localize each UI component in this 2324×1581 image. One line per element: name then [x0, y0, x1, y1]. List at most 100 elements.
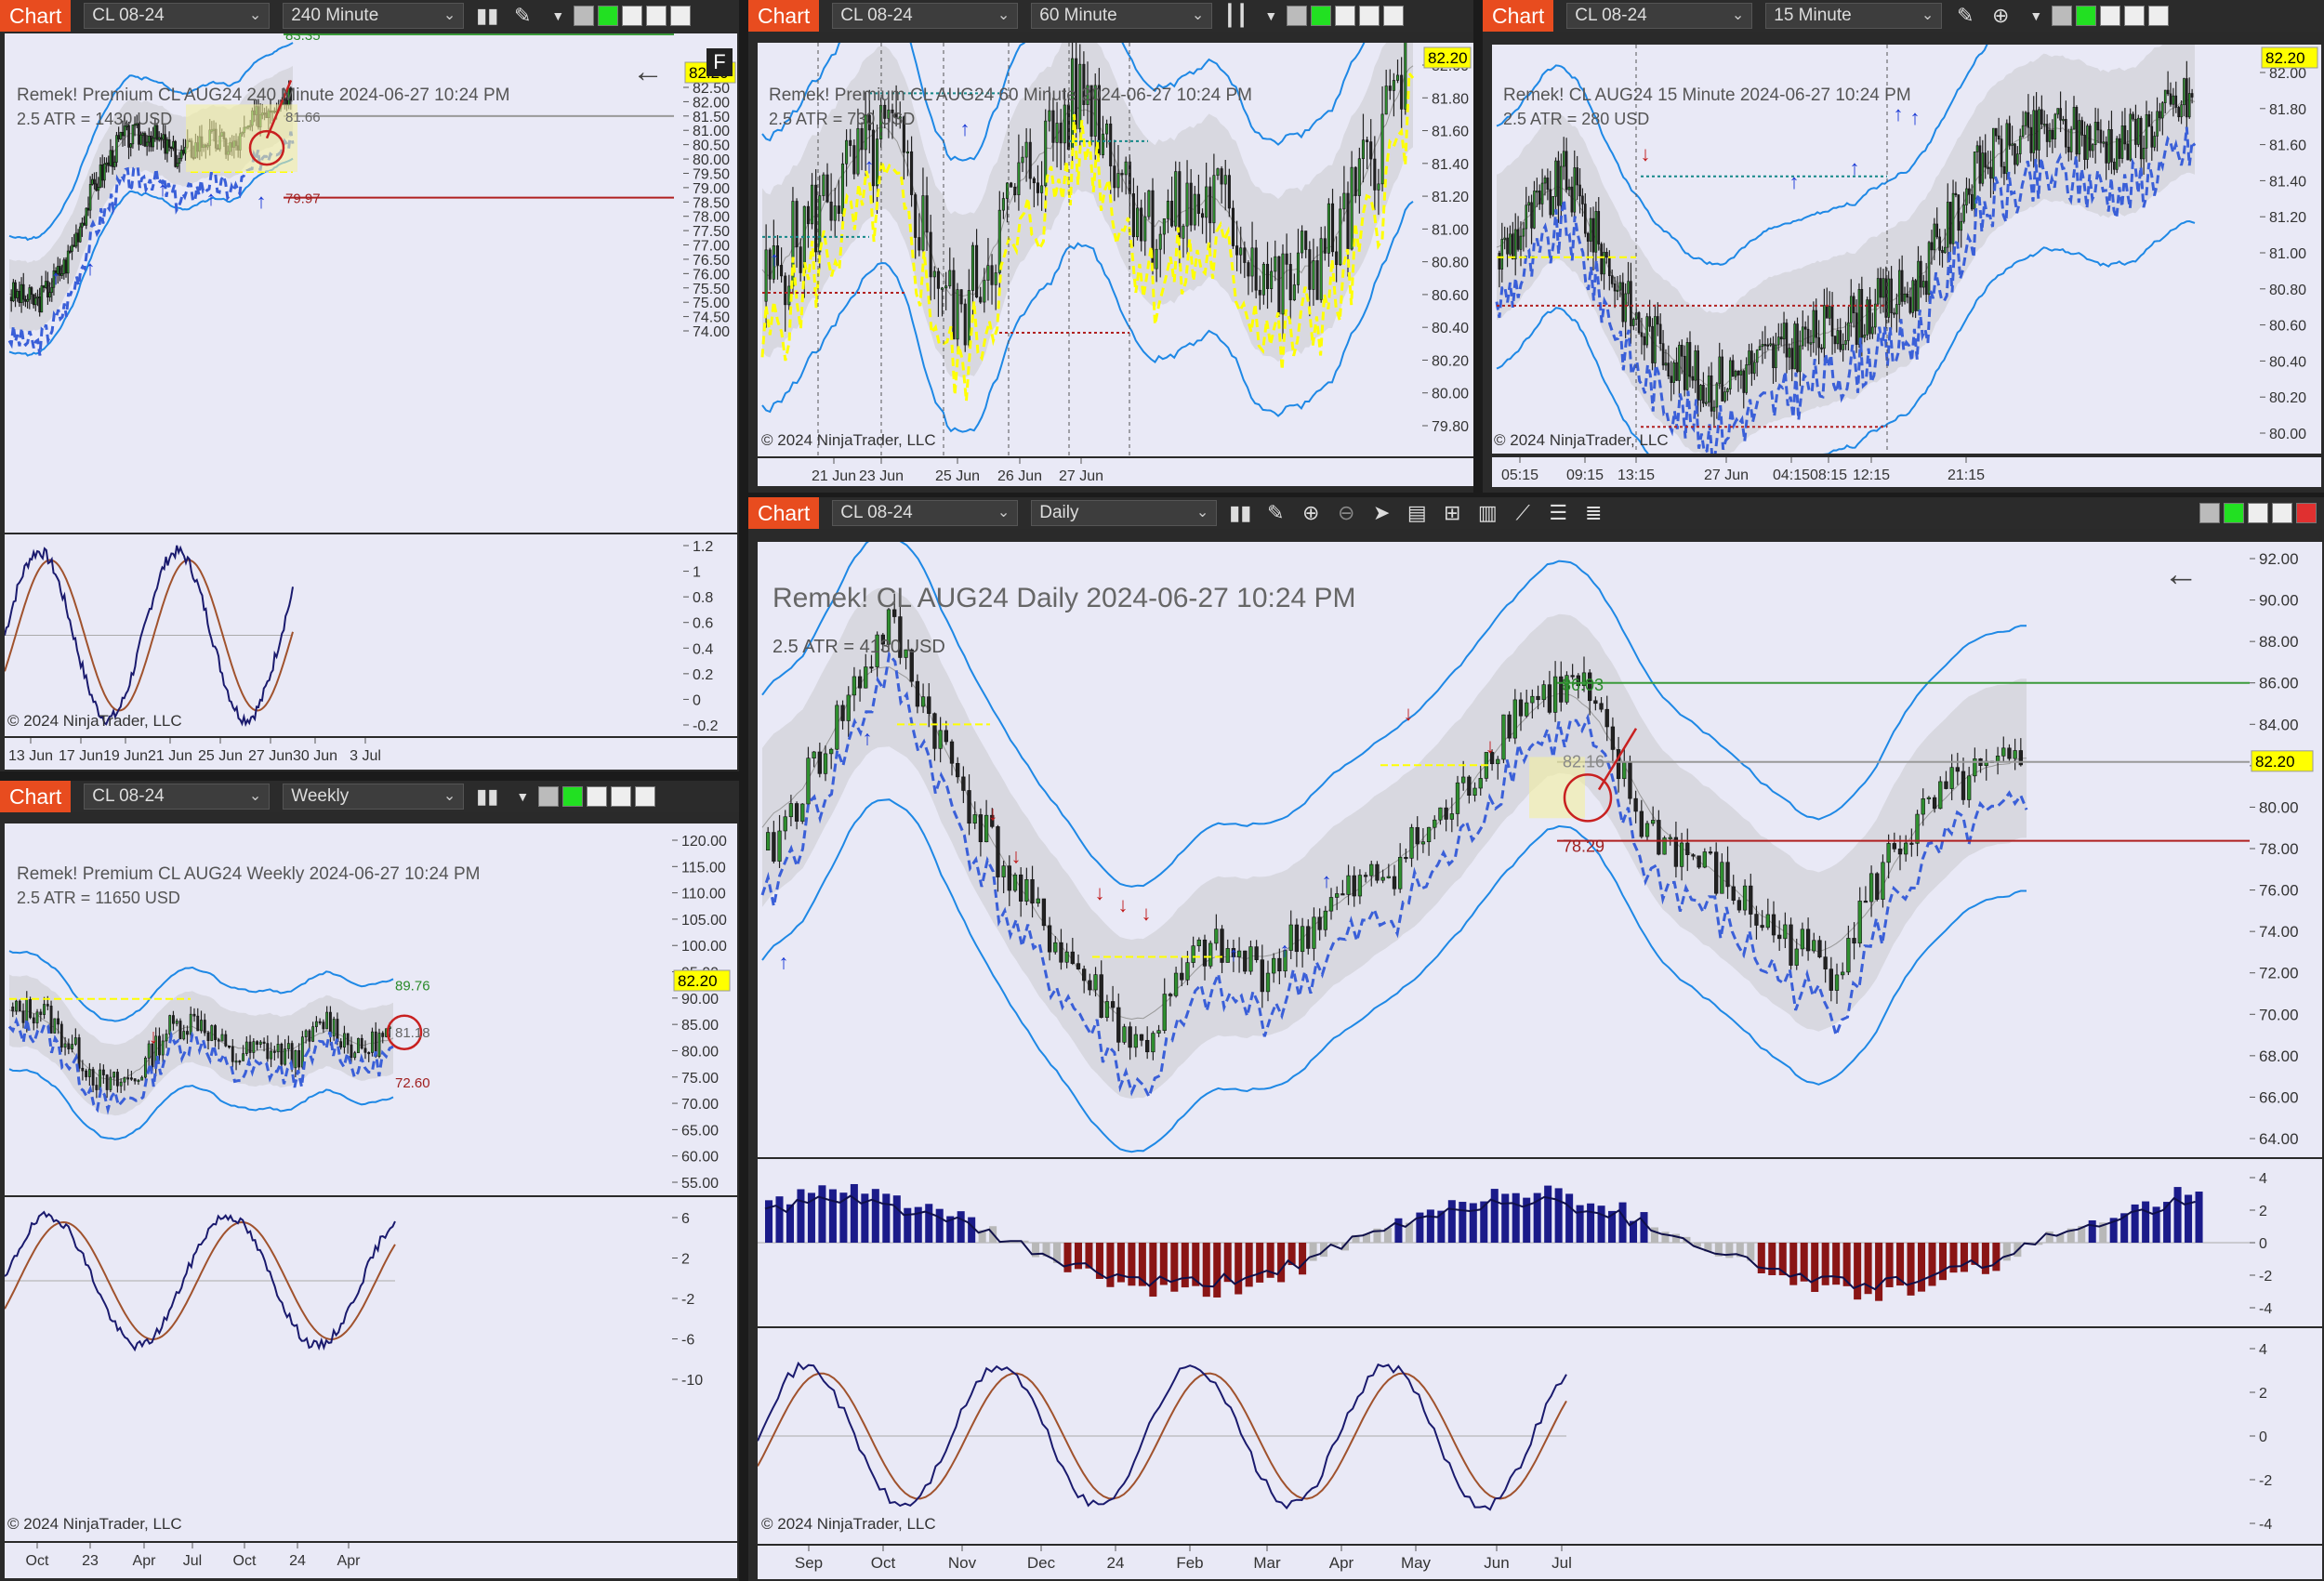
axis-tick-label: 76.00: [693, 267, 730, 283]
window-color-gray[interactable]: [2199, 503, 2220, 523]
chart-badge[interactable]: Chart: [748, 0, 820, 32]
oscillator-panel[interactable]: [758, 1328, 2250, 1544]
oscillator-panel[interactable]: [5, 1197, 672, 1541]
interval-select[interactable]: 240 Minute ⌄: [283, 3, 465, 29]
bar-chart-icon[interactable]: ▮▮: [476, 4, 499, 27]
histogram-bar: [1299, 1243, 1307, 1275]
candle: [1024, 878, 1029, 902]
axis-tick-label: Apr: [337, 1553, 362, 1569]
zoom-in-icon[interactable]: ⊕: [1992, 4, 2010, 27]
list-icon[interactable]: ≣: [1585, 501, 1603, 524]
candle: [1586, 232, 1590, 242]
histogram-bar: [1971, 1243, 1979, 1265]
candle: [860, 127, 864, 151]
price-axis[interactable]: 82.50 82.00 81.50 81.00 80.50 80.00 79.50 79.00…: [683, 33, 737, 533]
bar-chart-icon[interactable]: ▮▮: [476, 784, 499, 808]
maximize-button[interactable]: [646, 6, 667, 26]
window-color-green[interactable]: [1311, 6, 1332, 26]
candle: [1591, 217, 1595, 253]
indicators-icon[interactable]: ▥: [1477, 501, 1498, 524]
price-panel[interactable]: ↑ ↑ ↑: [758, 43, 1422, 456]
histogram-panel[interactable]: [758, 1159, 2250, 1326]
minimize-button[interactable]: [1335, 6, 1356, 26]
window-color-gray[interactable]: [574, 6, 595, 26]
maximize-button[interactable]: [1359, 6, 1380, 26]
close-button[interactable]: [1383, 6, 1405, 26]
candle: [1248, 946, 1253, 972]
target-down-label: 78.29: [1563, 837, 1604, 856]
minimize-button[interactable]: [622, 6, 643, 26]
pencil-icon[interactable]: ✎: [1267, 501, 1285, 524]
minimize-button[interactable]: [2248, 503, 2268, 523]
interval-select[interactable]: Daily ⌄: [1031, 500, 1218, 526]
price-panel[interactable]: ↑ ↑ ↑ ↑ ↑ 83.35 81.66 79.97: [5, 33, 683, 533]
window-color-green[interactable]: [598, 6, 619, 26]
chart-badge[interactable]: Chart: [1483, 0, 1554, 32]
candle: [1522, 228, 1525, 237]
candle: [1721, 356, 1723, 402]
chart-window-15min: Chart CL 08-24 ⌄ 15 Minute ⌄ ✎ ⊕ ▼ ↑ ↑ ↑ ↑ ↓ 8…: [1483, 0, 2324, 493]
window-color-green[interactable]: [2224, 503, 2244, 523]
interval-select[interactable]: 60 Minute ⌄: [1031, 3, 1213, 29]
chart-style-icon[interactable]: ⊞: [1444, 501, 1461, 524]
dropdown-icon[interactable]: ▼: [1264, 8, 1278, 23]
price-axis[interactable]: 92.0090.0088.0086.0084.0082.0080.0078.00…: [2250, 542, 2322, 1157]
chart-badge[interactable]: Chart: [0, 0, 72, 32]
close-button[interactable]: [670, 6, 692, 26]
maximize-button[interactable]: [2272, 503, 2292, 523]
data-box-icon[interactable]: ▤: [1406, 501, 1427, 524]
strategies-icon[interactable]: ⟋: [1515, 501, 1530, 524]
bar-chart-icon[interactable]: ▮▮: [1229, 501, 1252, 524]
price-axis[interactable]: 82.0081.8081.6081.4081.2081.0080.8080.60…: [1422, 43, 1473, 456]
instrument-select[interactable]: CL 08-24 ⌄: [84, 3, 271, 29]
f-button[interactable]: F: [706, 48, 733, 76]
minimize-button[interactable]: [2100, 6, 2121, 26]
pencil-icon[interactable]: ✎: [1957, 4, 1974, 27]
back-arrow-icon[interactable]: ←: [632, 54, 664, 89]
interval-select[interactable]: Weekly ⌄: [283, 784, 465, 810]
instrument-select[interactable]: CL 08-24 ⌄: [84, 784, 271, 810]
window-color-gray[interactable]: [2052, 6, 2073, 26]
oscillator-panel[interactable]: [5, 534, 683, 736]
zoom-out-icon[interactable]: ⊖: [1338, 501, 1355, 524]
instrument-select[interactable]: CL 08-24 ⌄: [1566, 3, 1753, 29]
properties-icon[interactable]: ☰: [1549, 501, 1568, 524]
chart-badge[interactable]: Chart: [0, 781, 72, 812]
instrument-select[interactable]: CL 08-24 ⌄: [832, 500, 1019, 526]
interval-select[interactable]: 15 Minute ⌄: [1765, 3, 1943, 29]
close-button[interactable]: [2296, 503, 2317, 523]
close-button[interactable]: [2148, 6, 2170, 26]
window-color-gray[interactable]: [1287, 6, 1308, 26]
candle: [932, 270, 936, 278]
minimize-button[interactable]: [587, 786, 608, 807]
chart-badge[interactable]: Chart: [748, 497, 820, 529]
dropdown-icon[interactable]: ▼: [551, 8, 565, 23]
dropdown-icon[interactable]: ▼: [516, 789, 530, 804]
bar-chart-icon[interactable]: ┃┃: [1223, 4, 1248, 27]
projection-arrow: [1597, 728, 1638, 791]
close-button[interactable]: [635, 786, 656, 807]
zoom-in-icon[interactable]: ⊕: [1302, 501, 1320, 524]
target-mid-label: 81.18: [395, 1025, 430, 1041]
instrument-select[interactable]: CL 08-24 ⌄: [832, 3, 1019, 29]
window-color-gray[interactable]: [538, 786, 560, 807]
price-panel[interactable]: ↑ ↑ ↑ ↑ ↓: [1492, 45, 2260, 454]
dropdown-icon[interactable]: ▼: [2029, 8, 2043, 23]
back-arrow-icon[interactable]: ←: [2163, 555, 2199, 594]
axis-tick-label: 81.50: [693, 110, 730, 125]
window-color-green[interactable]: [562, 786, 584, 807]
candle: [1639, 810, 1644, 837]
price-panel[interactable]: ↑ ↑ ↑ ↑ ↑ ↓ ↓ ↓ ↓ ↓ ↓ ↓ 86.03 82.16 78.29: [758, 542, 2250, 1157]
candle: [1155, 248, 1158, 270]
maximize-button[interactable]: [2124, 6, 2146, 26]
candle: [248, 1041, 252, 1053]
axis-tick-label: Mar: [1253, 1554, 1281, 1572]
cursor-icon[interactable]: ➤: [1373, 501, 1391, 524]
price-panel[interactable]: 89.76 81.18 72.60 ↓: [5, 823, 672, 1195]
maximize-button[interactable]: [611, 786, 632, 807]
price-axis[interactable]: 120.00115.00110.00105.00100.0095.0090.00…: [672, 823, 737, 1195]
window-color-green[interactable]: [2076, 6, 2097, 26]
pencil-icon[interactable]: ✎: [514, 4, 532, 27]
candle: [1763, 344, 1767, 347]
